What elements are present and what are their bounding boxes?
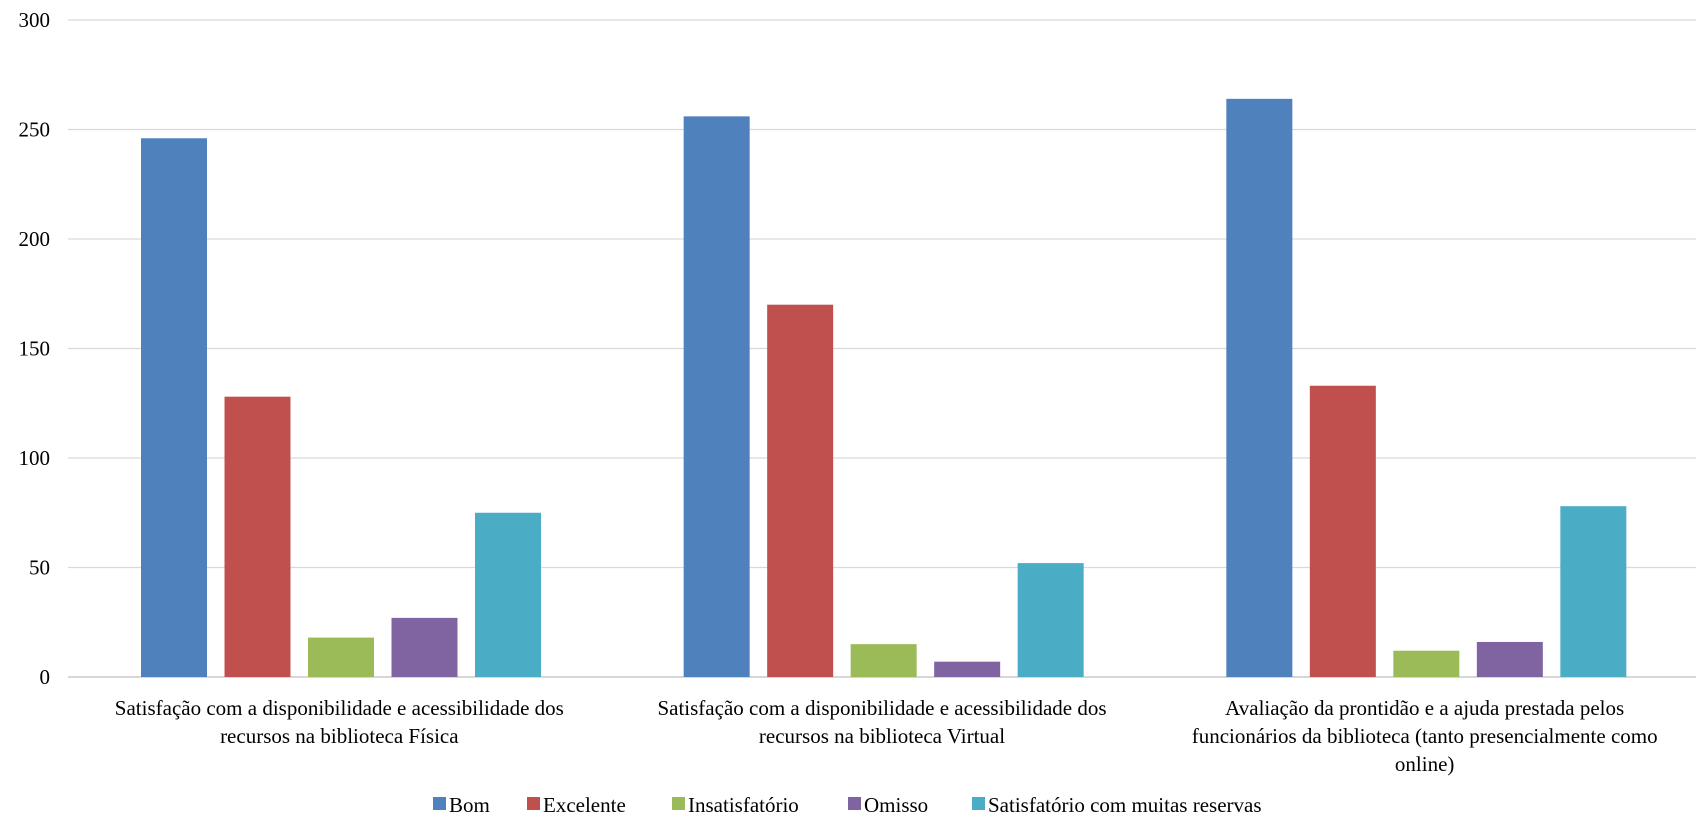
legend-label: Insatisfatório: [688, 793, 799, 817]
y-tick-label: 0: [40, 665, 51, 689]
bar-satisfatório-com-muitas-reservas-2: [1017, 563, 1084, 677]
y-tick-label: 300: [19, 8, 51, 32]
bar-omisso-2: [934, 661, 1001, 677]
legend-swatch: [972, 797, 985, 810]
legend-swatch: [527, 797, 540, 810]
legend-swatch: [848, 797, 861, 810]
y-tick-label: 100: [19, 446, 51, 470]
legend-label: Omisso: [864, 793, 928, 817]
x-category-label: recursos na biblioteca Virtual: [759, 724, 1005, 748]
bar-excelente-2: [767, 304, 834, 677]
x-category-label: Satisfação com a disponibilidade e acess…: [115, 696, 564, 720]
y-tick-label: 250: [19, 118, 51, 142]
legend-label: Bom: [449, 793, 490, 817]
bar-insatisfatório-2: [850, 644, 917, 677]
legend-label: Excelente: [543, 793, 626, 817]
y-tick-label: 150: [19, 337, 51, 361]
y-tick-label: 200: [19, 227, 51, 251]
bar-bom-1: [141, 138, 207, 677]
legend-swatch: [672, 797, 685, 810]
x-category-label: Avaliação da prontidão e a ajuda prestad…: [1225, 696, 1624, 720]
bar-satisfatório-com-muitas-reservas-3: [1560, 506, 1627, 677]
bar-satisfatório-com-muitas-reservas-1: [475, 512, 541, 677]
x-category-label: recursos na biblioteca Física: [220, 724, 459, 748]
bar-bom-2: [683, 116, 750, 678]
legend-swatch: [433, 797, 446, 810]
bar-insatisfatório-1: [308, 637, 374, 677]
x-category-label: funcionários da biblioteca (tanto presen…: [1192, 724, 1658, 748]
bar-excelente-1: [224, 396, 291, 677]
bar-excelente-3: [1309, 385, 1376, 677]
bar-insatisfatório-3: [1393, 650, 1460, 677]
bar-bom-3: [1226, 98, 1293, 678]
y-tick-label: 50: [29, 556, 50, 580]
x-category-label: online): [1395, 752, 1454, 776]
legend-label: Satisfatório com muitas reservas: [988, 793, 1262, 817]
bar-omisso-1: [391, 617, 458, 677]
x-category-label: Satisfação com a disponibilidade e acess…: [657, 696, 1106, 720]
bar-omisso-3: [1476, 641, 1543, 677]
